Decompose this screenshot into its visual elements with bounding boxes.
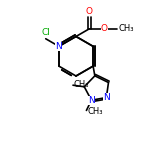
- Text: N: N: [88, 96, 95, 105]
- Text: CH₃: CH₃: [87, 107, 103, 116]
- Text: N: N: [103, 93, 110, 102]
- Text: O: O: [86, 7, 93, 16]
- Text: CH₃: CH₃: [118, 24, 134, 33]
- Text: N: N: [55, 42, 62, 51]
- Text: O: O: [101, 24, 108, 33]
- Text: CH₃: CH₃: [74, 80, 89, 89]
- Text: Cl: Cl: [41, 28, 50, 37]
